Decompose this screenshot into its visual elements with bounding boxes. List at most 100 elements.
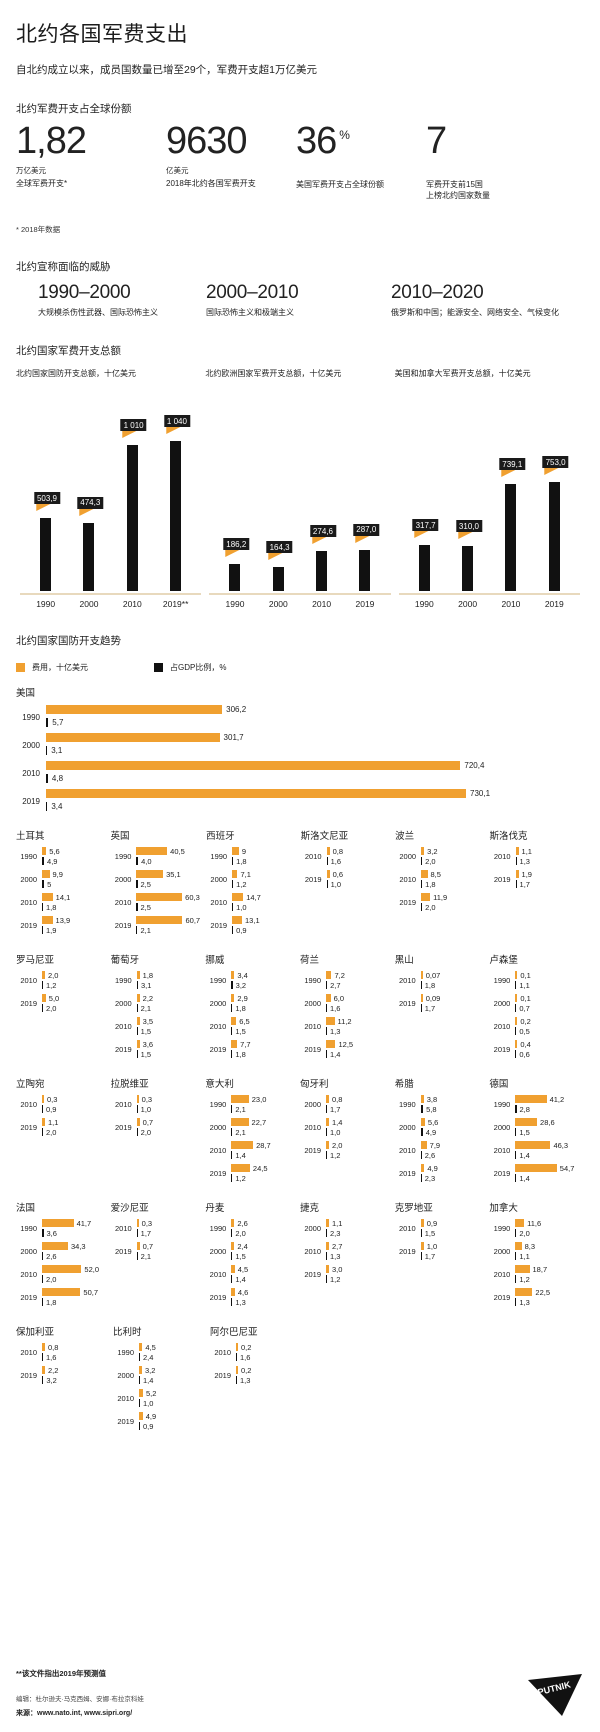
country-name: 德国 [489, 1079, 509, 1091]
column-bar-group: 274,6 [305, 410, 339, 592]
spend-value: 8,5 [430, 869, 441, 879]
spend-bar-row: 5,0 [42, 993, 105, 1003]
gdp-bar-row: 1,0 [136, 1104, 200, 1114]
spend-bar [139, 1366, 142, 1375]
gdp-bar-row: 4,8 [46, 773, 584, 784]
spend-bar-row: 50,7 [42, 1287, 105, 1297]
spend-bar [515, 1095, 547, 1104]
country-name: 英国 [110, 831, 130, 843]
spend-bar-row: 1,1 [42, 1117, 105, 1127]
gdp-value: 1,6 [330, 856, 342, 866]
row-bars: 35,1 2,5 [136, 869, 200, 889]
kpi-desc: 军费开支前15国 上榜北约国家数量 [426, 179, 490, 201]
spend-value: 720,4 [464, 761, 485, 771]
spend-value: 730,1 [470, 789, 491, 799]
gdp-bar [420, 1174, 422, 1183]
gdp-bar-row: 2,7 [326, 980, 389, 990]
country-year-row: 2010 2,7 1,3 [300, 1241, 389, 1261]
row-bars: 0,8 1,7 [326, 1094, 389, 1114]
row-bars: 0,2 1,3 [236, 1365, 301, 1385]
country-name: 加拿大 [489, 1203, 518, 1215]
spend-bar [326, 994, 331, 1003]
country-cell: 克罗地亚 2010 0,9 1,5 2019 1,0 1,7 [395, 1200, 490, 1310]
country-year-row: 2000 0,8 1,7 [300, 1094, 389, 1114]
country-year-row: 2000 7,1 1,2 [206, 869, 294, 889]
spend-bar [46, 705, 223, 715]
gdp-bar [326, 1050, 328, 1059]
gdp-bar-row: 3,6 [42, 1228, 105, 1238]
row-year-label: 1990 [117, 1347, 134, 1357]
spend-value: 41,2 [549, 1094, 565, 1104]
spend-value: 1,1 [521, 846, 532, 856]
gdp-bar-row: 2,1 [136, 925, 200, 935]
gdp-value: 1,8 [236, 856, 247, 866]
spend-value: 11,2 [337, 1016, 352, 1026]
row-bars: 301,7 3,1 [46, 732, 584, 758]
row-year-label: 1990 [493, 1099, 511, 1109]
column-bar [170, 441, 182, 592]
country-name: 爱沙尼亚 [110, 1203, 149, 1215]
x-axis-labels: 1990 2000 2010 2019** [16, 599, 205, 609]
gdp-bar-row: 1,4 [515, 1173, 578, 1183]
spend-bar [231, 1288, 235, 1297]
spend-bar [515, 1288, 533, 1297]
gdp-bar [515, 1105, 517, 1114]
gdp-bar-row: 1,3 [236, 1375, 301, 1385]
column-bar [229, 564, 241, 592]
country-year-row: 2010 0,3 0,9 [16, 1094, 105, 1114]
gdp-value: 1,2 [236, 879, 247, 889]
threat-period: 1990–2000 大规模杀伤性武器、国际恐怖主义 [16, 282, 206, 319]
gdp-bar-row: 1,5 [231, 1251, 294, 1261]
x-axis-label: 2000 [79, 599, 99, 610]
gdp-bar [231, 1128, 233, 1137]
gdp-bar-row: 2,0 [231, 1228, 294, 1238]
gdp-bar [42, 880, 45, 889]
spend-bar-row: 2,6 [231, 1218, 294, 1228]
spend-value: 5,0 [48, 993, 60, 1003]
gdp-bar [42, 1298, 43, 1307]
country-cell: 阿尔巴尼亚 2010 0,2 1,6 2019 0,2 1,3 [210, 1324, 307, 1434]
row-bars: 52,0 2,0 [42, 1264, 105, 1284]
kpi-value: 9630 [166, 121, 296, 162]
row-bars: 3,5 1,5 [136, 1016, 200, 1036]
footer: **该文件指出2019年预测值 编辑：杜尔逊夫·马克西姆、安娜·布拉京科娃 来源… [16, 1668, 584, 1718]
column-bar-group: 753,0 [537, 410, 571, 592]
gdp-value: 0,9 [236, 925, 247, 935]
spend-value: 8,3 [524, 1241, 536, 1251]
spend-bar-row: 7,9 [420, 1140, 484, 1150]
spend-bar [515, 1265, 530, 1274]
spend-bar-row: 8,3 [515, 1241, 578, 1251]
row-year-label: 1990 [114, 851, 132, 861]
row-year-label: 2019 [114, 1044, 132, 1054]
gdp-value: 5,8 [426, 1104, 437, 1114]
spend-bar [42, 1118, 45, 1127]
row-bars: 730,1 3,4 [46, 788, 584, 814]
row-year-label: 2000 [399, 851, 417, 861]
row-bars: 3,8 5,8 [420, 1094, 484, 1114]
gdp-bar [231, 1252, 233, 1261]
spend-value: 2,0 [332, 1140, 343, 1150]
spend-value: 23,0 [251, 1094, 267, 1104]
spend-value: 0,8 [332, 846, 344, 856]
spend-value: 1,9 [521, 869, 532, 879]
country-grid-row: 土耳其 1990 5,6 4,9 2000 9,9 5 2010 14,1 1,8 2019 13,9… [16, 828, 584, 938]
spend-bar [136, 1040, 140, 1049]
row-bars: 1,9 1,7 [515, 869, 578, 889]
spend-bar [515, 1017, 518, 1026]
gdp-bar [136, 981, 138, 990]
spend-bar [136, 971, 140, 980]
gdp-value: 2,0 [46, 1003, 57, 1013]
spend-bar [42, 893, 53, 902]
country-year-row: 2010 5,2 1,0 [113, 1388, 204, 1408]
gdp-bar [136, 1105, 138, 1114]
row-year-label: 2010 [114, 1021, 132, 1031]
row-year-label: 1990 [493, 1223, 511, 1233]
gdp-bar [326, 1004, 328, 1013]
gdp-bar [326, 857, 328, 866]
spend-bar-row: 0,3 [42, 1094, 105, 1104]
column-bar-group: 503,9 [29, 410, 63, 592]
gdp-bar-row: 1,3 [515, 1297, 578, 1307]
row-year-label: 2019 [399, 1246, 416, 1256]
row-bars: 8,3 1,1 [515, 1241, 578, 1261]
column-chart: 美国和加拿大军费开支总额，十亿美元 317,7 310,0 739,1 753,0 199… [395, 368, 584, 609]
